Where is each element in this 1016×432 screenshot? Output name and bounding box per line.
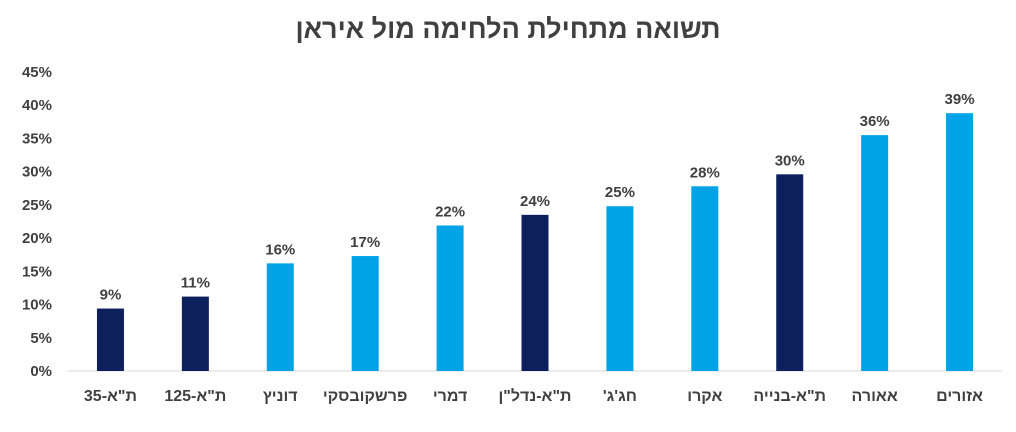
x-tick-label: פרשקובסקי bbox=[323, 388, 408, 405]
data-label: 25% bbox=[605, 184, 635, 201]
x-tick-label: אזורים bbox=[936, 388, 983, 405]
bar bbox=[776, 174, 804, 371]
x-tick-label: ת"א-125 bbox=[164, 388, 226, 405]
y-tick-label: 5% bbox=[30, 330, 52, 347]
y-tick-label: 15% bbox=[22, 263, 52, 280]
bar bbox=[351, 256, 379, 371]
bar bbox=[521, 214, 549, 371]
x-tick-label: דוניץ bbox=[263, 388, 298, 405]
y-tick-label: 20% bbox=[22, 230, 52, 247]
x-tick-label: ת"א-נדל"ן bbox=[498, 387, 571, 405]
y-tick-label: 35% bbox=[22, 130, 52, 147]
data-label: 22% bbox=[435, 203, 465, 220]
bar bbox=[181, 296, 209, 371]
bar bbox=[946, 113, 974, 371]
x-tick-label: אקרו bbox=[687, 388, 722, 405]
y-tick-label: 0% bbox=[30, 363, 52, 380]
x-tick-label: ת"א-35 bbox=[84, 388, 137, 405]
y-tick-label: 45% bbox=[22, 64, 52, 81]
chart-title: תשואה מתחילת הלחימה מול איראן bbox=[295, 14, 721, 44]
data-label: 30% bbox=[775, 152, 805, 169]
data-label: 39% bbox=[945, 91, 975, 108]
y-tick-label: 10% bbox=[22, 297, 52, 314]
data-label: 9% bbox=[100, 287, 122, 304]
data-label: 36% bbox=[860, 113, 890, 130]
x-tick-label: אאורה bbox=[852, 388, 898, 405]
bar bbox=[861, 135, 889, 371]
bar bbox=[96, 308, 124, 371]
x-tick-label: ת"א-בנייה bbox=[753, 388, 826, 405]
y-tick-label: 40% bbox=[22, 97, 52, 114]
bar bbox=[436, 225, 464, 371]
data-label: 16% bbox=[265, 241, 295, 258]
x-tick-label: דמרי bbox=[433, 388, 468, 405]
bar bbox=[266, 263, 294, 371]
data-label: 17% bbox=[350, 234, 380, 251]
bar bbox=[606, 206, 634, 371]
x-tick-label: חג'ג' bbox=[603, 388, 637, 405]
data-label: 11% bbox=[181, 275, 210, 292]
data-label: 28% bbox=[690, 164, 720, 181]
bar bbox=[691, 186, 719, 371]
data-label: 24% bbox=[520, 193, 550, 210]
y-tick-label: 25% bbox=[22, 197, 52, 214]
y-tick-label: 30% bbox=[22, 164, 52, 181]
